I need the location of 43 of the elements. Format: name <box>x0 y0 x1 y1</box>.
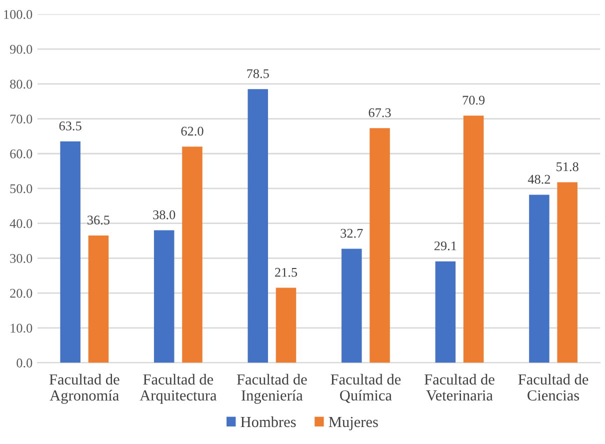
bar <box>88 236 109 363</box>
data-label: 67.3 <box>368 108 391 118</box>
bar <box>463 116 484 363</box>
data-label: 21.5 <box>275 268 298 277</box>
y-tick-label: 0.0 <box>16 358 32 368</box>
x-tick-label: Facultad de Química <box>330 374 401 403</box>
x-tick-label: Facultad de Agronomía <box>49 374 120 404</box>
y-tick-label: 40.0 <box>10 219 32 228</box>
bar <box>60 141 80 363</box>
legend-label: Hombres <box>240 416 296 428</box>
legend-label: Mujeres <box>328 416 378 430</box>
bar <box>529 194 550 363</box>
data-label: 63.5 <box>59 122 82 130</box>
data-label: 36.5 <box>88 216 110 225</box>
data-label: 38.0 <box>153 210 176 220</box>
bar <box>342 248 362 363</box>
y-tick-label: 50.0 <box>10 184 32 194</box>
x-tick-label: Facultad de Ingeniería <box>236 374 307 404</box>
data-label: 48.2 <box>528 174 550 184</box>
bar <box>154 230 174 363</box>
bar <box>248 89 268 363</box>
y-tick-label: 30.0 <box>10 254 32 263</box>
bar <box>276 288 296 363</box>
x-tick-label: Facultad de Veterinaria <box>424 374 494 401</box>
bar <box>370 128 390 363</box>
y-tick-label: 70.0 <box>10 114 32 124</box>
data-label: 70.9 <box>462 96 485 105</box>
bar <box>435 261 456 363</box>
y-tick-label: 90.0 <box>10 44 32 54</box>
x-tick-label: Facultad de Arquitectura <box>140 374 217 404</box>
data-label: 62.0 <box>181 126 204 136</box>
data-label: 29.1 <box>434 241 456 250</box>
bar <box>557 182 578 363</box>
x-tick-label: Facultad de Ciencias <box>518 374 588 401</box>
bar <box>182 146 202 363</box>
data-label: 32.7 <box>340 228 363 238</box>
data-label: 51.8 <box>556 162 578 172</box>
y-tick-label: 80.0 <box>10 80 32 89</box>
y-tick-label: 100.0 <box>4 10 32 19</box>
y-tick-label: 20.0 <box>10 288 32 298</box>
y-tick-label: 10.0 <box>10 324 32 333</box>
y-tick-label: 60.0 <box>10 149 32 158</box>
data-label: 78.5 <box>247 69 269 78</box>
